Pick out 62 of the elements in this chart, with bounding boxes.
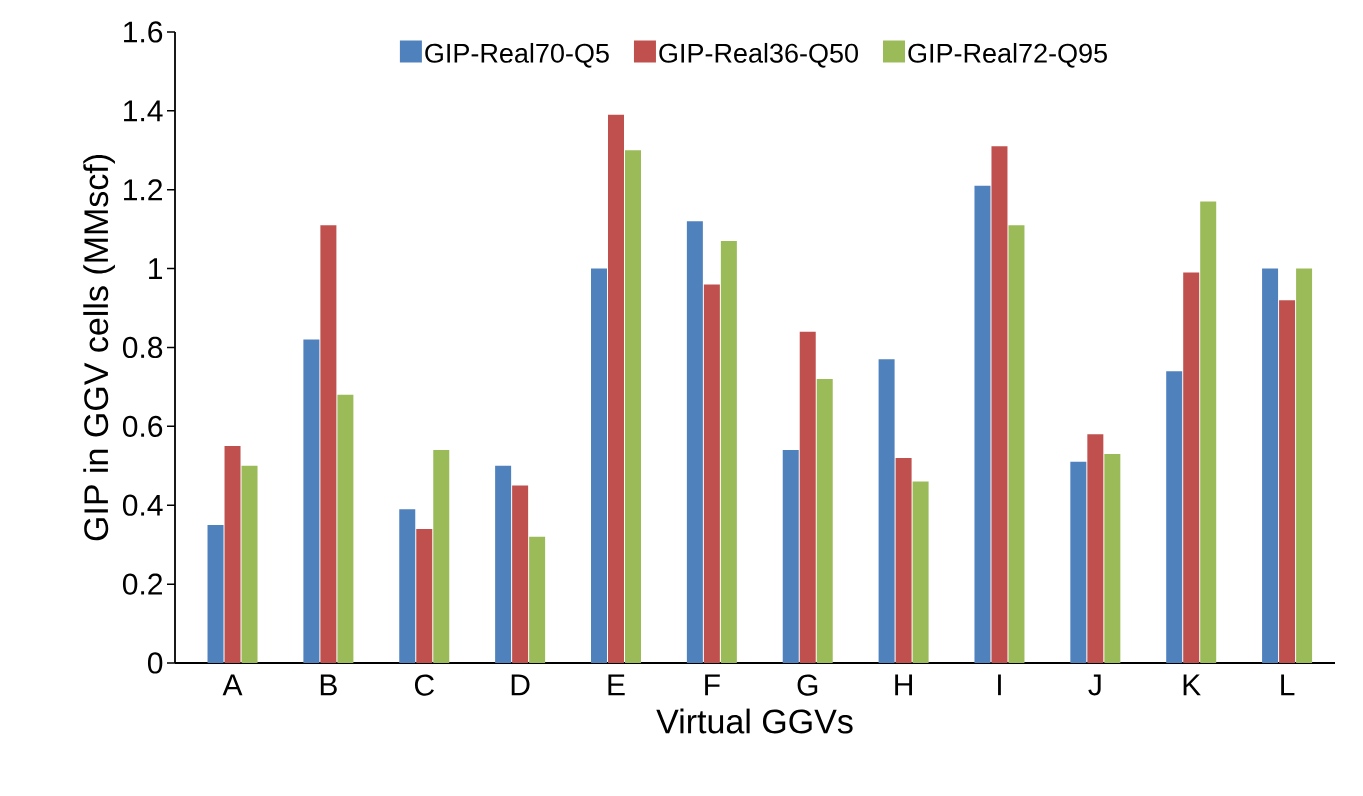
legend-label: GIP-Real72-Q95 [908,42,1107,68]
bar [1296,268,1313,663]
bar [1200,201,1217,663]
bar [241,465,258,663]
y-tick-label: 0.4 [122,494,163,516]
bar [495,465,512,663]
bar [625,150,641,663]
bar [591,268,607,663]
y-tick-label: 0 [147,652,163,674]
bar [799,331,816,663]
bar [224,446,241,663]
bar [1104,453,1121,663]
x-tick-label: C [414,674,434,696]
bar [433,450,450,663]
y-tick-label: 1.4 [124,100,163,122]
x-tick-label: E [608,674,625,696]
legend-label: GIP-Real70-Q5 [425,42,609,68]
bar [1166,371,1183,663]
bar [991,146,1008,663]
bar [512,485,529,663]
bar [608,114,624,663]
bar [1183,272,1200,663]
x-tick-label: G [797,674,818,696]
x-tick-label: A [222,674,243,696]
x-tick-label: F [705,674,720,696]
bar [1087,434,1104,663]
bar [207,524,224,663]
y-tick-label: 0.6 [122,415,163,437]
x-tick-label: J [1088,674,1101,696]
y-tick-label: 0.2 [122,573,162,595]
bar [974,185,991,663]
y-tick-label: 1.6 [124,21,163,43]
x-axis-title: Virtual GGVs [656,708,853,734]
bar [895,457,912,663]
y-tick-label: 1 [149,258,163,279]
y-axis-title: GIP in GGV cells (MMscf) [83,155,115,541]
x-tick-label: I [998,674,1001,696]
bar [686,221,703,663]
legend-label: GIP-Real36-Q50 [659,42,858,68]
bar [703,284,720,663]
x-tick-label: B [320,674,337,696]
bar [1279,300,1296,663]
x-tick-label: K [1183,674,1201,696]
bar [1008,225,1025,663]
bar [782,450,799,663]
y-tick-label: 0.8 [122,336,163,359]
bar [1262,268,1279,663]
bar [529,536,546,663]
bar [303,339,320,663]
bar [816,379,833,663]
bar [720,241,737,663]
bar [878,359,895,663]
bar [912,481,929,663]
x-tick-label: D [511,674,530,696]
x-tick-label: H [895,674,912,696]
bar [416,528,433,663]
bar [337,394,354,663]
bar [399,509,416,663]
y-tick-label: 1.2 [124,179,162,201]
bar [320,225,337,663]
x-tick-label: L [1281,674,1295,696]
bar [1070,461,1087,663]
